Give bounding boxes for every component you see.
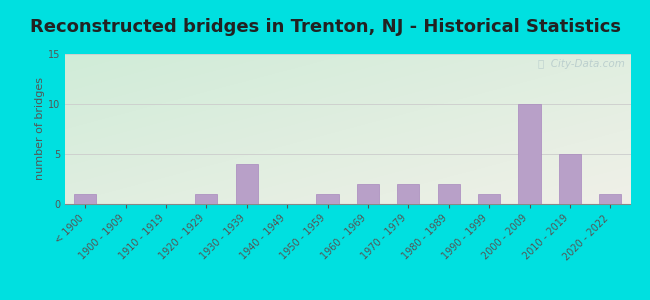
Bar — [397, 184, 419, 204]
Bar — [195, 194, 218, 204]
Text: ⓘ  City-Data.com: ⓘ City-Data.com — [538, 58, 625, 68]
Bar — [559, 154, 581, 204]
Bar — [357, 184, 379, 204]
Bar — [478, 194, 500, 204]
Bar — [317, 194, 339, 204]
Bar — [437, 184, 460, 204]
Bar — [236, 164, 258, 204]
Text: Reconstructed bridges in Trenton, NJ - Historical Statistics: Reconstructed bridges in Trenton, NJ - H… — [29, 18, 621, 36]
Bar — [599, 194, 621, 204]
Bar — [74, 194, 96, 204]
Bar — [519, 104, 541, 204]
Y-axis label: number of bridges: number of bridges — [35, 77, 45, 181]
